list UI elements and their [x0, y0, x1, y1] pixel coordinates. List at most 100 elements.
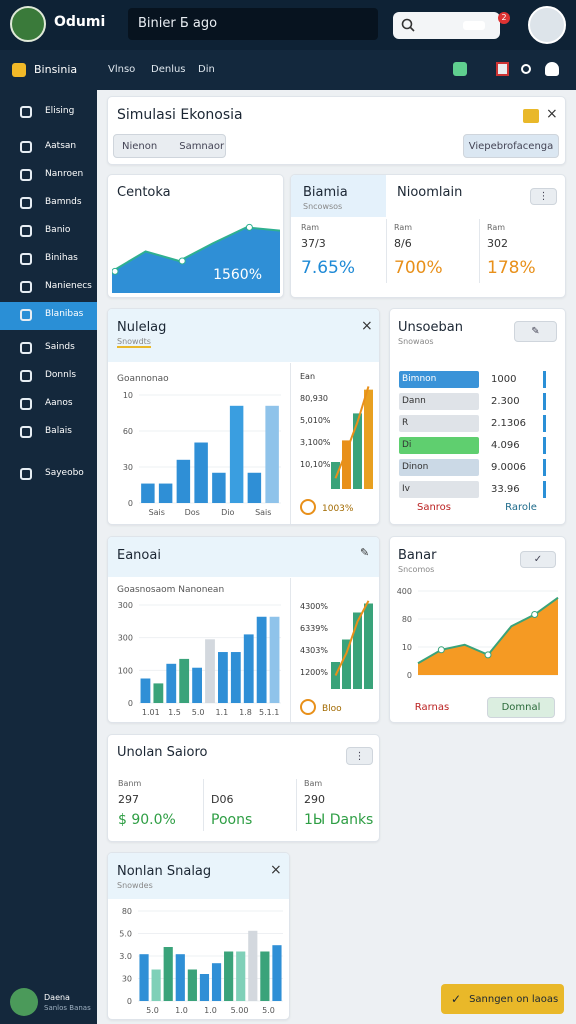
nonlan-card: Nonlan Snalag Snowdes × 80 5.0 3.0 30 0 5.0 1.… [107, 852, 290, 1020]
menu-button[interactable]: ⋮ [530, 188, 557, 205]
close-icon[interactable]: × [270, 862, 282, 878]
stat-label: Ram [301, 223, 320, 232]
floating-button[interactable]: ✓ Sanngen on laoas [441, 984, 564, 1014]
nav-icon[interactable] [521, 64, 531, 74]
menu-item[interactable]: Banio [45, 225, 71, 235]
menu-item[interactable]: Nanroen [45, 169, 84, 179]
bar [229, 405, 244, 503]
stat-label: Bam [304, 779, 323, 788]
y-tick-label: 100 [118, 666, 133, 675]
row-label: Bimnon [402, 374, 437, 384]
card-title: Nulelag [117, 320, 167, 335]
bar [187, 969, 197, 1001]
card-header [108, 853, 289, 899]
menu-icon [20, 197, 32, 209]
tab[interactable]: Biamia [303, 185, 348, 200]
menu-item[interactable]: Balais [45, 426, 72, 436]
bar [158, 483, 173, 503]
menu-item[interactable]: Sainds [45, 342, 75, 352]
tab-active[interactable] [291, 175, 386, 217]
x-tick-label: Sais [255, 508, 271, 517]
nav-icon[interactable] [496, 62, 509, 76]
bar [211, 963, 222, 1001]
search-field[interactable]: Binier Б ago [128, 8, 378, 40]
edit-icon[interactable]: ✎ [360, 546, 370, 559]
card-title: Banar [398, 548, 437, 563]
row-value: 33.96 [491, 484, 520, 495]
menu-item[interactable]: Blanibas [45, 309, 84, 319]
menu-item[interactable]: Sayeobo [45, 468, 84, 478]
row-bar[interactable] [399, 371, 479, 388]
row-indicator [543, 437, 546, 454]
point [531, 611, 539, 619]
stat-count: 297 [118, 793, 139, 806]
button-text: Sanngen on laoas [469, 993, 559, 1005]
y-tick-label: 300 [118, 601, 133, 610]
nav-icon[interactable] [545, 62, 559, 76]
row-bar[interactable] [399, 459, 479, 476]
footer-button[interactable]: Rarnas [399, 697, 465, 718]
stat-value: $ 90.0% [118, 812, 176, 828]
y-tick-label: 0 [128, 699, 133, 708]
bar [179, 658, 190, 703]
menu-item[interactable]: Donnls [45, 370, 77, 380]
menu-button[interactable]: ✓ [520, 551, 556, 568]
nav-link[interactable]: Din [198, 64, 215, 75]
area [112, 227, 280, 293]
point [178, 257, 186, 265]
chart-title: Goasnosaom Nanonean [117, 585, 225, 595]
menu-item[interactable]: Binihas [45, 253, 78, 263]
bar [331, 462, 340, 489]
bar [265, 405, 279, 503]
divider [203, 779, 204, 831]
footer-button[interactable]: Domnal [487, 697, 555, 718]
row-bar[interactable] [399, 393, 479, 410]
menu-item[interactable]: Aanos [45, 398, 73, 408]
y-tick-label: 30 [122, 975, 132, 984]
stat-label: Ram [394, 223, 413, 232]
profile-avatar[interactable] [528, 6, 566, 44]
row-bar[interactable] [399, 415, 479, 432]
stat-value: 178% [487, 258, 536, 278]
nav-link[interactable]: Vlnso [108, 64, 136, 75]
menu-item[interactable]: Nanienecs [45, 281, 92, 291]
avatar[interactable] [10, 6, 46, 42]
stat-count: 8/6 [394, 237, 412, 250]
nulelag-card: Nulelag Snowdts × Goannonao 10 60 30 0 Sais D… [107, 308, 380, 525]
sub-panel [290, 578, 379, 722]
action-button[interactable]: Viepebrofacenga [463, 134, 559, 158]
bar [218, 652, 228, 703]
bar [205, 639, 215, 703]
row-value: 9.0006 [491, 462, 526, 473]
trend-line [334, 386, 370, 479]
row-bar[interactable] [399, 481, 479, 498]
tab[interactable]: Nioomlain [397, 185, 463, 200]
row-bar[interactable] [399, 437, 479, 454]
menu-item[interactable]: Aatsan [45, 141, 77, 151]
y-tick-label: 10 [123, 391, 133, 400]
mini-chart: Ean 80,930 5,010% 3,100% 10,10% 1003% [300, 372, 373, 515]
bar [364, 389, 373, 489]
footer-button[interactable]: Rarole [485, 497, 557, 517]
x-tick-label: 1.8 [239, 708, 252, 717]
stat-value: 7.65% [301, 258, 356, 278]
nav-icon[interactable] [453, 62, 467, 76]
close-icon[interactable]: × [546, 106, 558, 122]
menu-item[interactable]: Elising [45, 106, 75, 116]
card-title: Unolan Saioro [117, 745, 208, 760]
menu-item[interactable]: Bamnds [45, 197, 82, 207]
menu-button[interactable]: ⋮ [346, 747, 373, 765]
search-button[interactable] [393, 12, 500, 39]
footer-button[interactable]: Sanros [398, 497, 470, 517]
row-label: Dann [402, 396, 426, 406]
menu-button[interactable]: ✎ [514, 321, 557, 342]
active-item[interactable] [0, 302, 97, 330]
nav-link[interactable]: Denlus [151, 64, 186, 75]
close-icon[interactable]: × [361, 318, 373, 334]
filter-button[interactable]: Nienon Samnaor [113, 134, 226, 158]
stat-count: 37/3 [301, 237, 326, 250]
header-card: Simulasi Ekonosia × Nienon Samnaor Viepeb… [107, 96, 566, 165]
x-tick-label: 5.0 [146, 1006, 159, 1015]
bar [139, 954, 149, 1001]
row-label: Di [402, 440, 412, 450]
